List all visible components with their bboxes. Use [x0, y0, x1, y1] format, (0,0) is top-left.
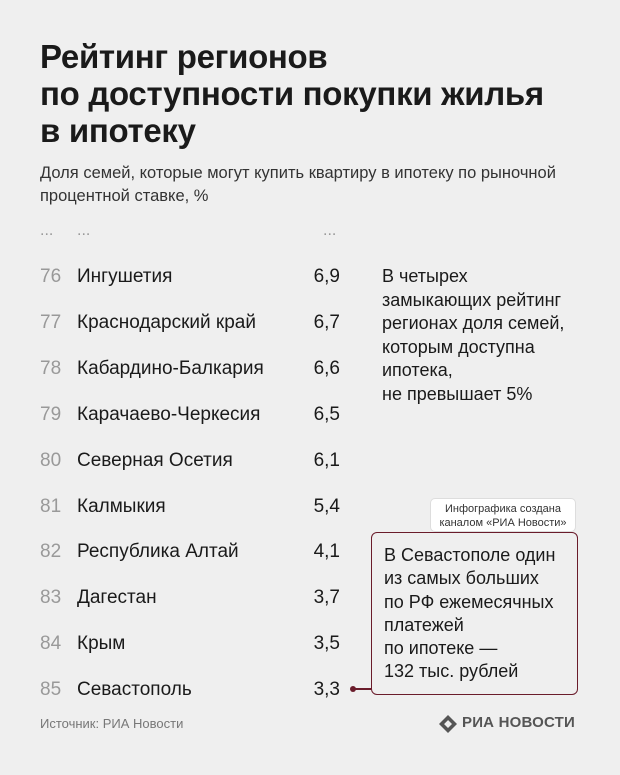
note-line: ипотека, [382, 360, 453, 380]
table-row: 83 Дагестан 3,7 [0, 583, 360, 613]
table-row: 77 Краснодарский край 6,7 [0, 308, 360, 338]
callout-connector-line [352, 688, 371, 690]
note-line: В четырех [382, 266, 468, 286]
note-line: которым доступна [382, 336, 535, 357]
callout-line: по РФ ежемесячных [384, 591, 554, 612]
table-row: 76 Ингушетия 6,9 [0, 262, 360, 292]
page-title: Рейтинг регионов по доступности покупки … [40, 38, 600, 149]
sevastopol-callout-text: В Севастополе один из самых больших по Р… [384, 544, 574, 684]
table-row: 82 Республика Алтай 4,1 [0, 537, 360, 567]
callout-line: из самых больших [384, 568, 539, 589]
value-label: 6,5 [313, 403, 340, 425]
region-label: Республика Алтай [77, 541, 239, 563]
value-label: 6,9 [313, 266, 340, 287]
value-label: 3,5 [313, 633, 340, 655]
title-line: Рейтинг регионов [40, 38, 328, 75]
value-label: 6,1 [313, 449, 340, 471]
ellipsis-region: ... [77, 222, 91, 239]
region-label: Ингушетия [77, 266, 173, 287]
table-row: 80 Северная Осетия 6,1 [0, 446, 360, 476]
chart-subtitle: Доля семей, которые могут купить квартир… [40, 164, 556, 205]
rank-label: 77 [40, 311, 62, 333]
rank-label: 84 [40, 633, 62, 655]
rank-label: 76 [40, 266, 62, 287]
table-row: 81 Калмыкия 5,4 [0, 492, 360, 522]
table-row: 85 Севастополь 3,3 [0, 675, 360, 705]
region-label: Дагестан [77, 587, 157, 609]
callout-line: платежей [384, 614, 464, 635]
ellipsis-rank: ... [40, 222, 54, 239]
table-row: 79 Карачаево-Черкесия 6,5 [0, 400, 360, 430]
rank-label: 80 [40, 449, 62, 471]
rank-label: 85 [40, 679, 62, 701]
region-label: Северная Осетия [77, 449, 233, 471]
rank-label: 79 [40, 403, 62, 425]
rank-label: 83 [40, 587, 62, 609]
table-row: 84 Крым 3,5 [0, 629, 360, 659]
sevastopol-callout-box [371, 532, 578, 695]
title-line: по доступности покупки жилья [40, 75, 544, 112]
region-label: Крым [77, 633, 126, 655]
table-row: 78 Кабардино-Балкария 6,6 [0, 354, 360, 384]
region-label: Кабардино-Балкария [77, 357, 264, 379]
note-line: замыкающих рейтинг [382, 289, 562, 310]
region-label: Калмыкия [77, 495, 166, 517]
credit-badge: Инфографика создана каналом «РИА Новости… [430, 498, 576, 532]
value-label: 5,4 [313, 495, 340, 517]
callout-line: по ипотеке — [384, 638, 498, 659]
value-label: 6,7 [313, 311, 340, 333]
value-label: 3,7 [313, 587, 340, 609]
credit-line: каналом «РИА Новости» [439, 517, 567, 529]
title-line: в ипотеку [40, 112, 196, 149]
note-line: не превышает 5% [382, 383, 533, 404]
value-label: 4,1 [313, 541, 340, 563]
source-text: Источник: РИА Новости [40, 716, 184, 731]
region-label: Севастополь [77, 679, 192, 701]
credit-line: Инфографика создана [445, 503, 561, 515]
ellipsis-value: ... [323, 222, 337, 239]
summary-note: В четырех замыкающих рейтинг регионах до… [382, 265, 592, 406]
region-label: Краснодарский край [77, 311, 256, 333]
rank-label: 78 [40, 357, 62, 379]
logo-text: РИА НОВОСТИ [462, 714, 576, 731]
region-label: Карачаево-Черкесия [77, 403, 261, 425]
note-line: регионах доля семей, [382, 313, 565, 333]
ria-novosti-logo-icon [439, 715, 457, 733]
rank-label: 81 [40, 495, 62, 517]
callout-line: 132 тыс. рублей [384, 661, 519, 682]
callout-connector-dot [350, 686, 356, 692]
value-label: 6,6 [313, 357, 340, 379]
value-label: 3,3 [313, 679, 340, 701]
callout-line: В Севастополе один [384, 545, 556, 565]
rank-label: 82 [40, 541, 62, 563]
